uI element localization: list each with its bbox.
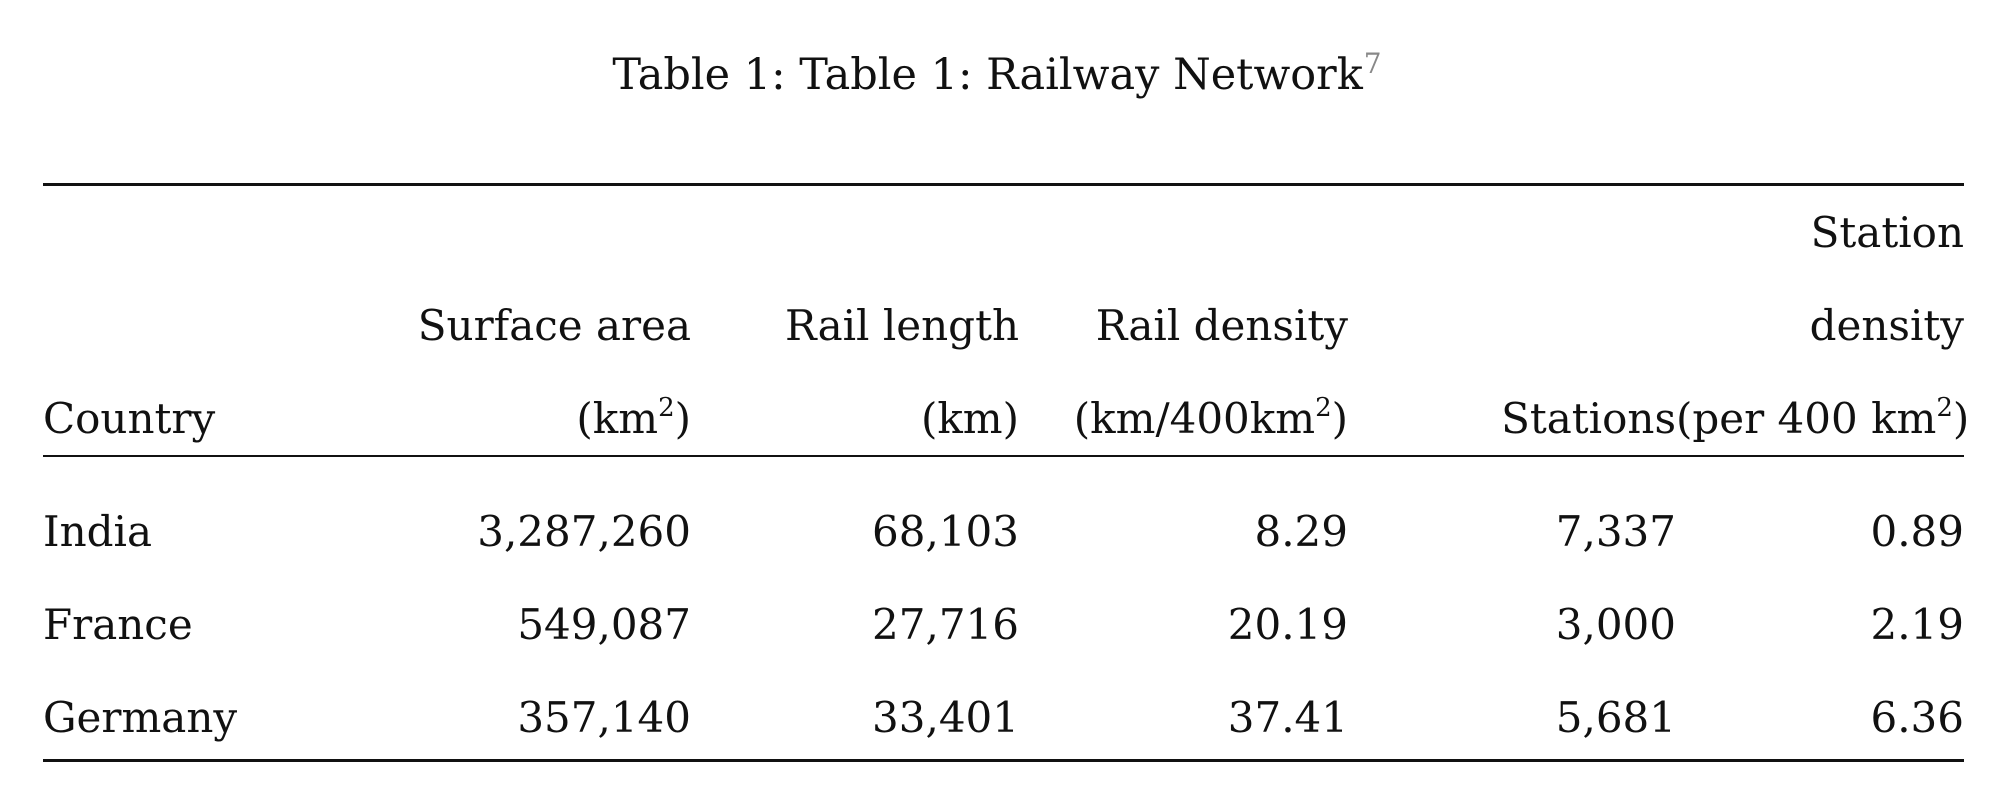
cell-stations: 3,000 <box>1555 600 1676 649</box>
header-surface-area: Surface area (km2) <box>417 301 691 443</box>
cell-rail-length: 33,401 <box>872 693 1019 742</box>
footnote-mark[interactable]: 7 <box>1363 47 1382 80</box>
cell-country: France <box>43 600 193 649</box>
header-rail-density: Rail density (km/400km2) <box>1073 301 1348 443</box>
cell-surface-area: 357,140 <box>517 693 691 742</box>
cell-rail-length: 27,716 <box>872 600 1019 649</box>
cell-station-density: 2.19 <box>1870 600 1964 649</box>
cell-station-density: 6.36 <box>1870 693 1964 742</box>
cell-rail-density: 8.29 <box>1254 507 1348 556</box>
table-caption: Table 1: Table 1: Railway Network7 <box>0 36 1994 103</box>
cell-station-density: 0.89 <box>1870 507 1964 556</box>
header-country: Country <box>43 394 216 443</box>
header-row: Country Surface area (km2) Rail length (… <box>43 186 1970 465</box>
header-rule <box>43 455 1964 457</box>
cell-stations: 5,681 <box>1555 693 1676 742</box>
cell-surface-area: 549,087 <box>517 600 691 649</box>
cell-country: India <box>43 507 152 556</box>
bottom-rule <box>43 759 1964 762</box>
top-rule <box>43 183 1964 186</box>
table-row: Germany 357,140 33,401 37.41 5,681 6.36 <box>43 671 1964 764</box>
cell-rail-density: 37.41 <box>1227 693 1348 742</box>
cell-rail-length: 68,103 <box>872 507 1019 556</box>
cell-surface-area: 3,287,260 <box>477 507 691 556</box>
header-station-density: Station density (per 400 km2) <box>1676 208 1970 443</box>
railway-network-table: Country Surface area (km2) Rail length (… <box>43 186 1970 764</box>
cell-stations: 7,337 <box>1555 507 1676 556</box>
header-stations: Stations <box>1501 394 1676 443</box>
cell-country: Germany <box>43 693 238 742</box>
table-row: France 549,087 27,716 20.19 3,000 2.19 <box>43 578 1964 671</box>
table-row: India 3,287,260 68,103 8.29 7,337 0.89 <box>43 465 1964 578</box>
caption-text: Table 1: Table 1: Railway Network <box>612 50 1363 100</box>
cell-rail-density: 20.19 <box>1227 600 1348 649</box>
header-rail-length: Rail length (km) <box>785 301 1019 443</box>
